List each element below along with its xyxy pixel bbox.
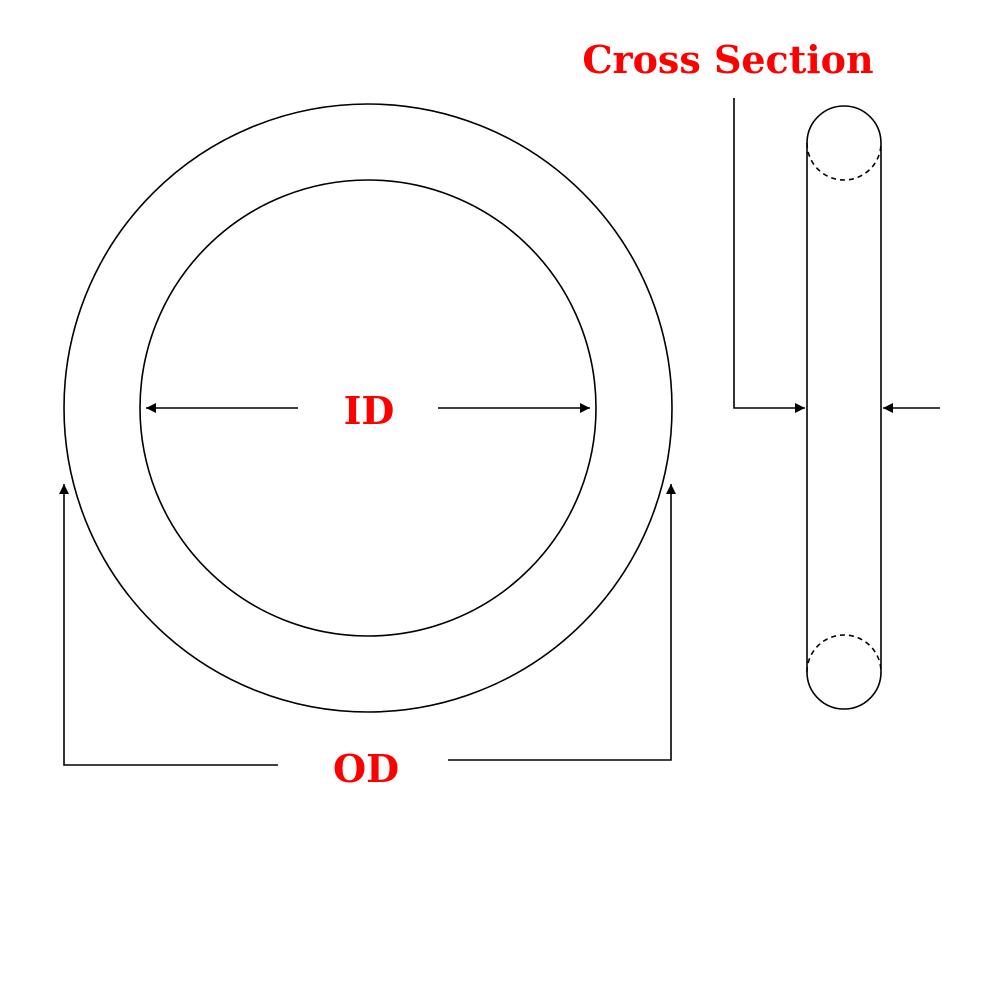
top-section-dashed xyxy=(806,142,882,181)
od-arrow-left xyxy=(59,484,278,766)
id-label: ID xyxy=(344,388,395,433)
od-dimension xyxy=(59,484,676,766)
od-arrow-right xyxy=(448,484,676,761)
side-profile-outline xyxy=(806,105,882,710)
inner-circle xyxy=(139,179,597,637)
ring-front-view xyxy=(63,103,673,713)
outer-circle xyxy=(63,103,673,713)
od-label: OD xyxy=(333,746,399,791)
cross-section-dimension xyxy=(733,98,940,413)
cross-section-arrow-left xyxy=(733,98,805,413)
bottom-section-dashed xyxy=(806,634,882,673)
cross-section-label: Cross Section xyxy=(582,37,873,82)
cross-section-view xyxy=(806,105,882,710)
